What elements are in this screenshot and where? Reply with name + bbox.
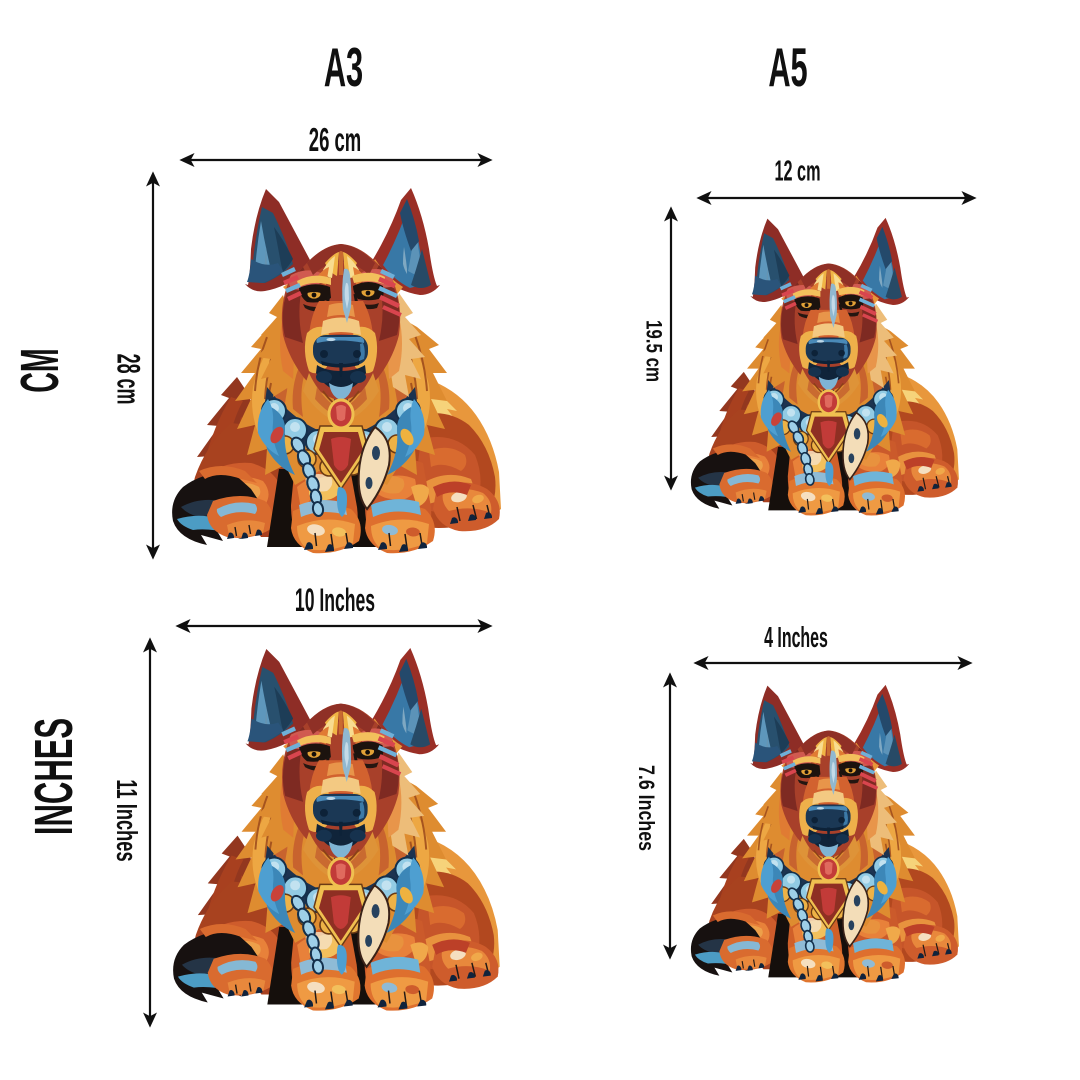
svg-text:19.5 cm: 19.5 cm xyxy=(641,320,666,382)
svg-text:10 Inches: 10 Inches xyxy=(295,584,375,619)
svg-text:11 Inches: 11 Inches xyxy=(110,779,142,861)
svg-text:A5: A5 xyxy=(768,38,807,98)
svg-text:26 cm: 26 cm xyxy=(309,121,361,158)
svg-text:A3: A3 xyxy=(324,38,363,98)
svg-text:7.6 Inches: 7.6 Inches xyxy=(633,765,657,851)
svg-text:12 cm: 12 cm xyxy=(774,155,820,187)
svg-text:INCHES: INCHES xyxy=(24,718,84,835)
svg-text:4 Inches: 4 Inches xyxy=(764,621,828,653)
svg-text:CM: CM xyxy=(11,348,71,393)
svg-text:28 cm: 28 cm xyxy=(110,354,145,405)
